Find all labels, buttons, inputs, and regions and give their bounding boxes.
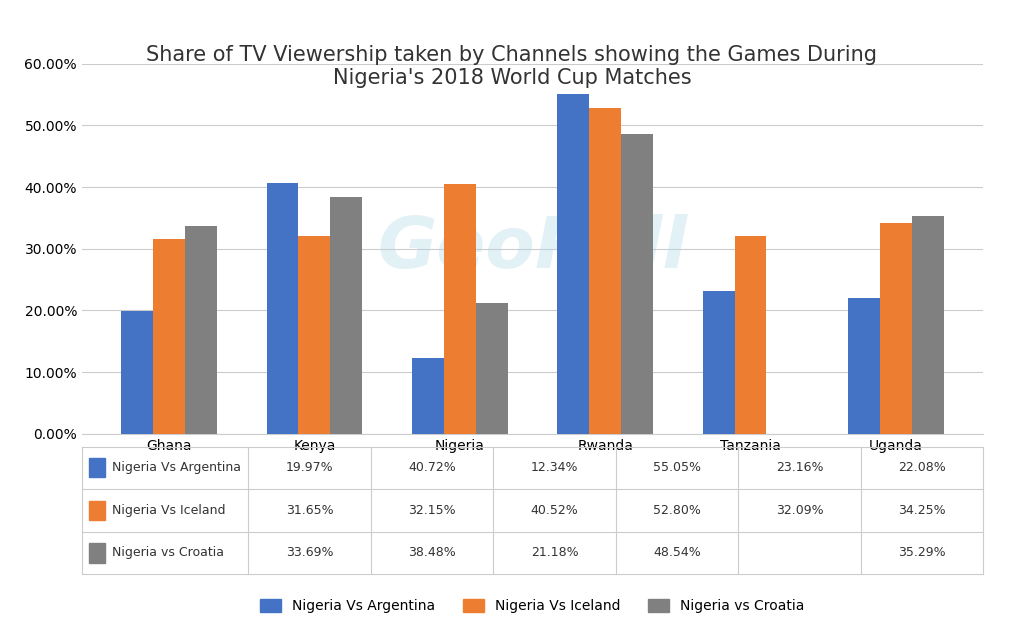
Text: Share of TV Viewership taken by Channels showing the Games During
Nigeria's 2018: Share of TV Viewership taken by Channels…: [146, 45, 878, 88]
Bar: [557, 94, 589, 434]
Text: 34.25%: 34.25%: [898, 504, 945, 517]
Text: 32.15%: 32.15%: [409, 504, 456, 517]
Text: 21.18%: 21.18%: [530, 546, 579, 560]
Bar: [298, 235, 331, 434]
Bar: [622, 135, 653, 434]
Text: 40.72%: 40.72%: [409, 461, 456, 475]
Bar: [89, 458, 105, 477]
Bar: [589, 108, 622, 434]
Bar: [880, 223, 911, 434]
Bar: [266, 182, 298, 434]
Bar: [89, 544, 105, 563]
Bar: [476, 303, 508, 434]
Bar: [412, 358, 443, 434]
Bar: [185, 226, 217, 434]
Text: 52.80%: 52.80%: [653, 504, 700, 517]
Bar: [121, 311, 154, 434]
Text: 19.97%: 19.97%: [286, 461, 334, 475]
Text: 22.08%: 22.08%: [898, 461, 946, 475]
Text: Nigeria vs Croatia: Nigeria vs Croatia: [112, 546, 223, 560]
Text: GeoPoll: GeoPoll: [378, 214, 687, 283]
Bar: [911, 216, 944, 434]
Text: 35.29%: 35.29%: [898, 546, 945, 560]
Text: 48.54%: 48.54%: [653, 546, 700, 560]
Bar: [848, 298, 880, 434]
Text: 33.69%: 33.69%: [286, 546, 334, 560]
Bar: [734, 236, 767, 434]
Bar: [702, 291, 734, 434]
Text: 23.16%: 23.16%: [775, 461, 823, 475]
Bar: [154, 239, 185, 434]
Text: 31.65%: 31.65%: [286, 504, 334, 517]
Text: 38.48%: 38.48%: [409, 546, 456, 560]
Text: 12.34%: 12.34%: [530, 461, 579, 475]
Text: Nigeria Vs Iceland: Nigeria Vs Iceland: [112, 504, 225, 517]
Text: 32.09%: 32.09%: [775, 504, 823, 517]
Bar: [89, 501, 105, 520]
Legend: Nigeria Vs Argentina, Nigeria Vs Iceland, Nigeria vs Croatia: Nigeria Vs Argentina, Nigeria Vs Iceland…: [255, 593, 810, 619]
Text: Nigeria Vs Argentina: Nigeria Vs Argentina: [112, 461, 241, 475]
Bar: [331, 197, 362, 434]
Text: 55.05%: 55.05%: [653, 461, 701, 475]
Bar: [443, 184, 476, 434]
Text: 40.52%: 40.52%: [530, 504, 579, 517]
